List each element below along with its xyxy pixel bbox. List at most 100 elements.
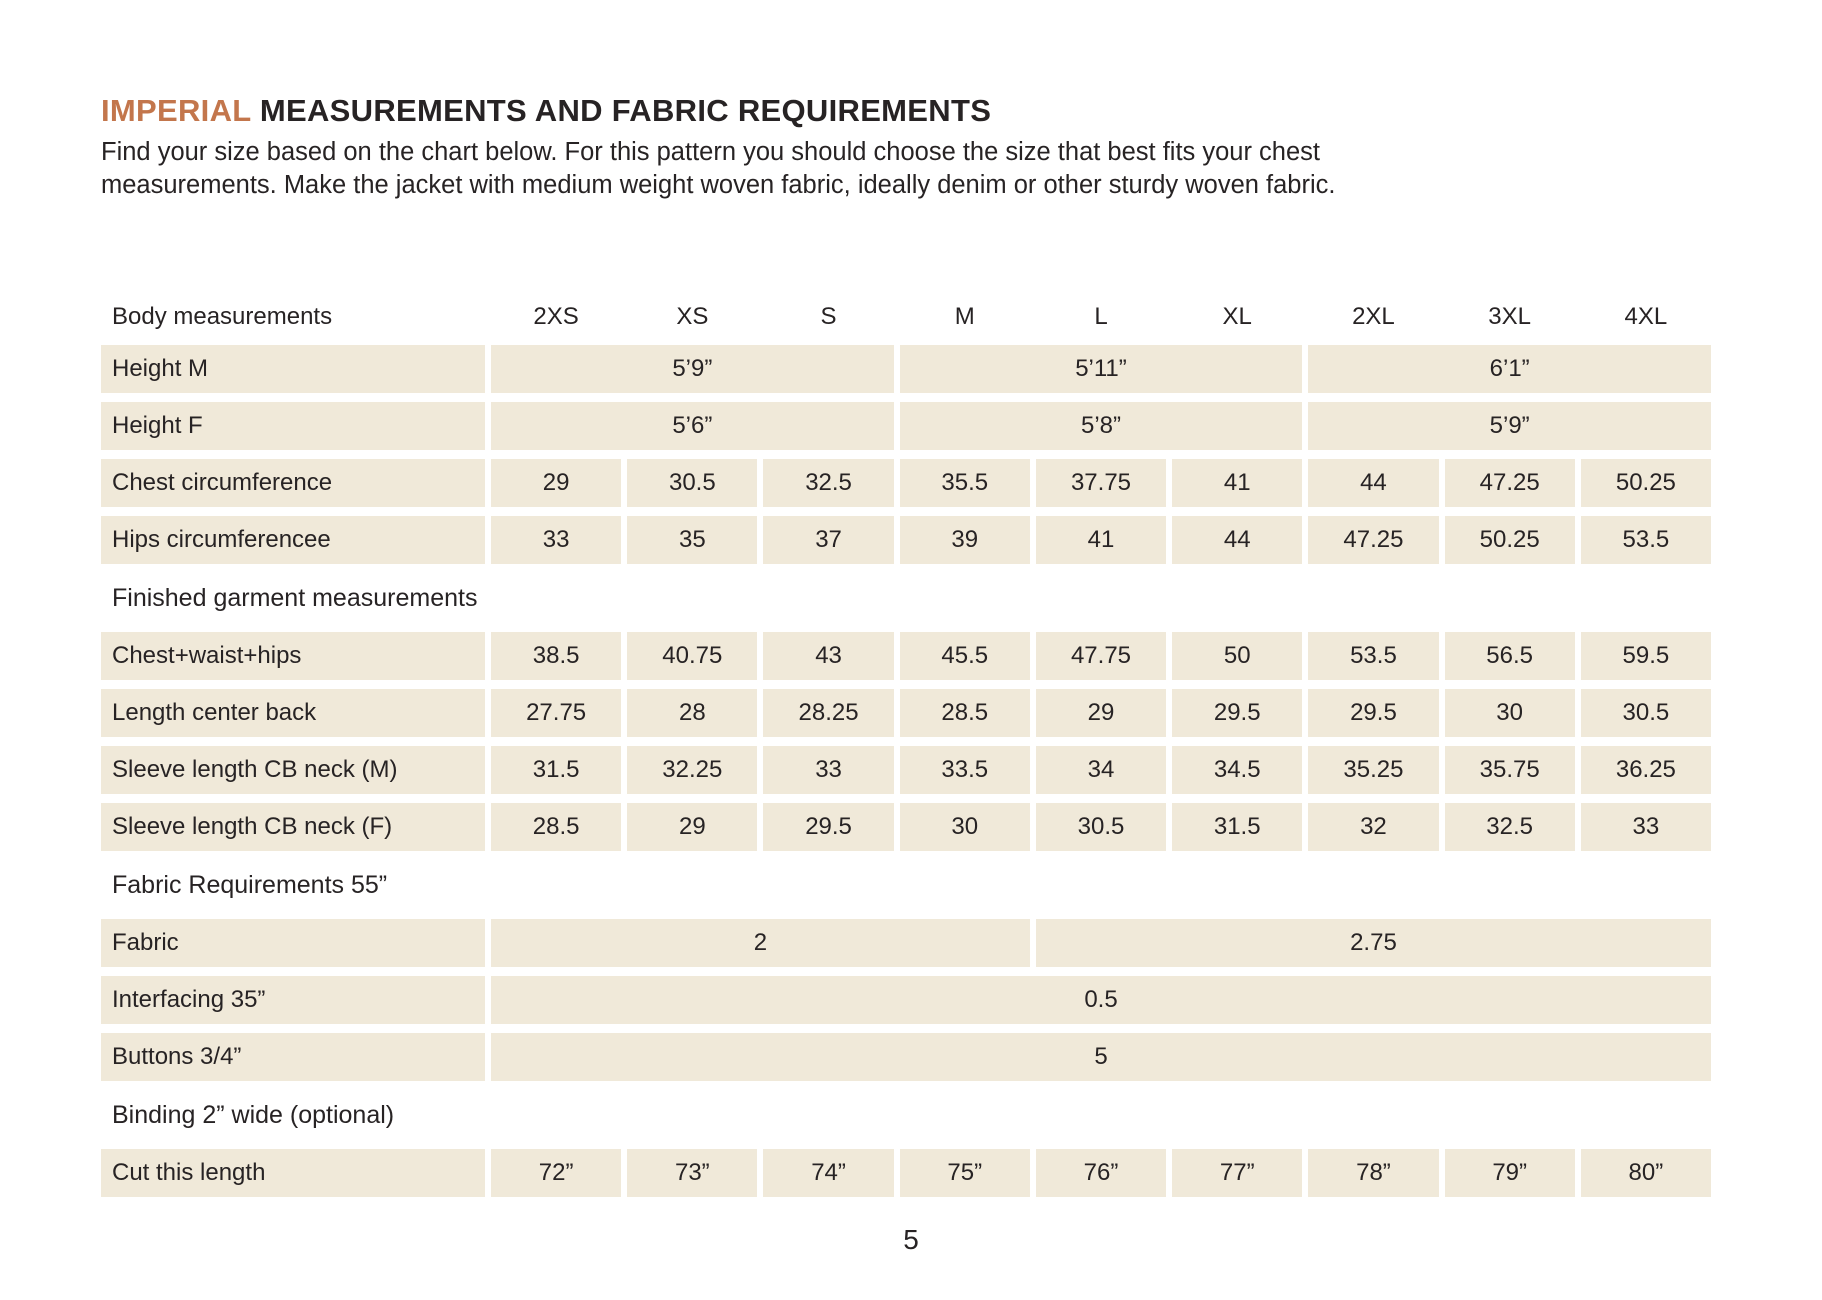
table-cell: 30.5 [1580, 689, 1711, 738]
table-cell: 53.5 [1308, 632, 1439, 681]
table-cell: 5’9” [491, 345, 894, 394]
table-cell: 33.5 [899, 746, 1030, 795]
column-header: 2XL [1352, 303, 1395, 331]
table-cell: 29.5 [763, 803, 894, 852]
table-cell: 30 [1444, 689, 1575, 738]
table-cell: 74” [763, 1149, 894, 1198]
title-rest: MEASUREMENTS AND FABRIC REQUIREMENTS [259, 93, 992, 128]
column-header: S [820, 303, 837, 331]
table-cell: 77” [1172, 1149, 1303, 1198]
table-cell: 2.75 [1035, 919, 1711, 968]
column-header: XL [1222, 303, 1252, 331]
table-cell: 35 [627, 516, 758, 565]
page-title: IMPERIAL MEASUREMENTS AND FABRIC REQUIRE… [101, 92, 1822, 129]
table-cell: 31.5 [491, 746, 622, 795]
table-cell: 30.5 [1035, 803, 1167, 852]
table-cell: 35.25 [1308, 746, 1439, 795]
table-cell: 41 [1172, 459, 1303, 508]
table-cell: 28.25 [763, 689, 894, 738]
table-cell: 75” [899, 1149, 1030, 1198]
table-cell: 47.25 [1444, 459, 1575, 508]
table-cell: 2 [491, 919, 1030, 968]
page-number: 5 [903, 1224, 919, 1255]
table-cell: 32 [1308, 803, 1439, 852]
table-cell: 72” [491, 1149, 622, 1198]
table-cell: 34 [1035, 746, 1167, 795]
column-header: L [1094, 303, 1108, 331]
row-label: Height F [101, 402, 485, 451]
title-accent: IMPERIAL [101, 93, 251, 128]
table-cell: 28.5 [899, 689, 1030, 738]
row-label: Sleeve length CB neck (M) [101, 746, 485, 795]
table-cell: 29 [627, 803, 758, 852]
table-cell: 47.25 [1308, 516, 1439, 565]
table-cell: 0.5 [491, 976, 1711, 1025]
table-cell: 44 [1308, 459, 1439, 508]
column-header: XS [676, 303, 709, 331]
table-cell: 5’9” [1308, 402, 1711, 451]
table-cell: 43 [763, 632, 894, 681]
table-cell: 50.25 [1580, 459, 1711, 508]
table-cell: 79” [1444, 1149, 1575, 1198]
row-label: Chest+waist+hips [101, 632, 485, 681]
table-cell: 6’1” [1308, 345, 1711, 394]
table-cell: 27.75 [491, 689, 622, 738]
table-cell: 5’11” [899, 345, 1303, 394]
row-label: Sleeve length CB neck (F) [101, 803, 485, 852]
page-content: IMPERIAL MEASUREMENTS AND FABRIC REQUIRE… [101, 92, 1822, 1198]
table-cell: 30 [899, 803, 1030, 852]
table-cell: 32.5 [1444, 803, 1575, 852]
table-cell: 78” [1308, 1149, 1439, 1198]
column-header: 3XL [1488, 303, 1531, 331]
section-header: Finished garment measurements [112, 583, 478, 612]
table-cell: 29 [491, 459, 622, 508]
table-cell: 33 [763, 746, 894, 795]
row-label: Length center back [101, 689, 485, 738]
table-cell: 47.75 [1035, 632, 1167, 681]
table-cell: 31.5 [1172, 803, 1303, 852]
table-cell: 29.5 [1308, 689, 1439, 738]
table-cell: 35.5 [899, 459, 1030, 508]
row-label: Fabric [101, 919, 485, 968]
table-cell: 5 [491, 1033, 1711, 1082]
table-cell: 59.5 [1580, 632, 1711, 681]
table-cell: 28.5 [491, 803, 622, 852]
row-label: Buttons 3/4” [101, 1033, 485, 1082]
table-cell: 44 [1172, 516, 1303, 565]
table-cell: 37.75 [1035, 459, 1167, 508]
table-cell: 32.5 [763, 459, 894, 508]
table-cell: 28 [627, 689, 758, 738]
table-cell: 45.5 [899, 632, 1030, 681]
column-header: 4XL [1624, 303, 1668, 331]
table-cell: 41 [1035, 516, 1167, 565]
row-label: Height M [101, 345, 485, 394]
row-label: Hips circumferencee [101, 516, 485, 565]
header-row-label: Body measurements [112, 303, 333, 331]
table-cell: 53.5 [1580, 516, 1711, 565]
table-cell: 37 [763, 516, 894, 565]
size-chart-table: Body measurements 2XS XS S M L XL 2XL 3XL 4XL Heig… [101, 298, 1711, 1198]
table-cell: 50.25 [1444, 516, 1575, 565]
table-cell: 5’6” [491, 402, 894, 451]
table-cell: 30.5 [627, 459, 758, 508]
row-label: Cut this length [101, 1149, 485, 1198]
table-cell: 40.75 [627, 632, 758, 681]
intro-text: Find your size based on the chart below.… [101, 138, 1336, 200]
table-cell: 76” [1035, 1149, 1167, 1198]
table-cell: 5’8” [899, 402, 1303, 451]
row-label: Interfacing 35” [101, 976, 485, 1025]
table-cell: 80” [1580, 1149, 1711, 1198]
table-cell: 29.5 [1172, 689, 1303, 738]
section-header: Fabric Requirements 55” [112, 870, 388, 899]
table-cell: 39 [899, 516, 1030, 565]
table-cell: 35.75 [1444, 746, 1575, 795]
table-cell: 36.25 [1580, 746, 1711, 795]
column-header: M [954, 303, 975, 331]
row-label: Chest circumference [101, 459, 485, 508]
table-cell: 33 [1580, 803, 1711, 852]
table-cell: 32.25 [627, 746, 758, 795]
table-cell: 38.5 [491, 632, 622, 681]
section-header: Binding 2” wide (optional) [112, 1100, 395, 1129]
table-cell: 34.5 [1172, 746, 1303, 795]
